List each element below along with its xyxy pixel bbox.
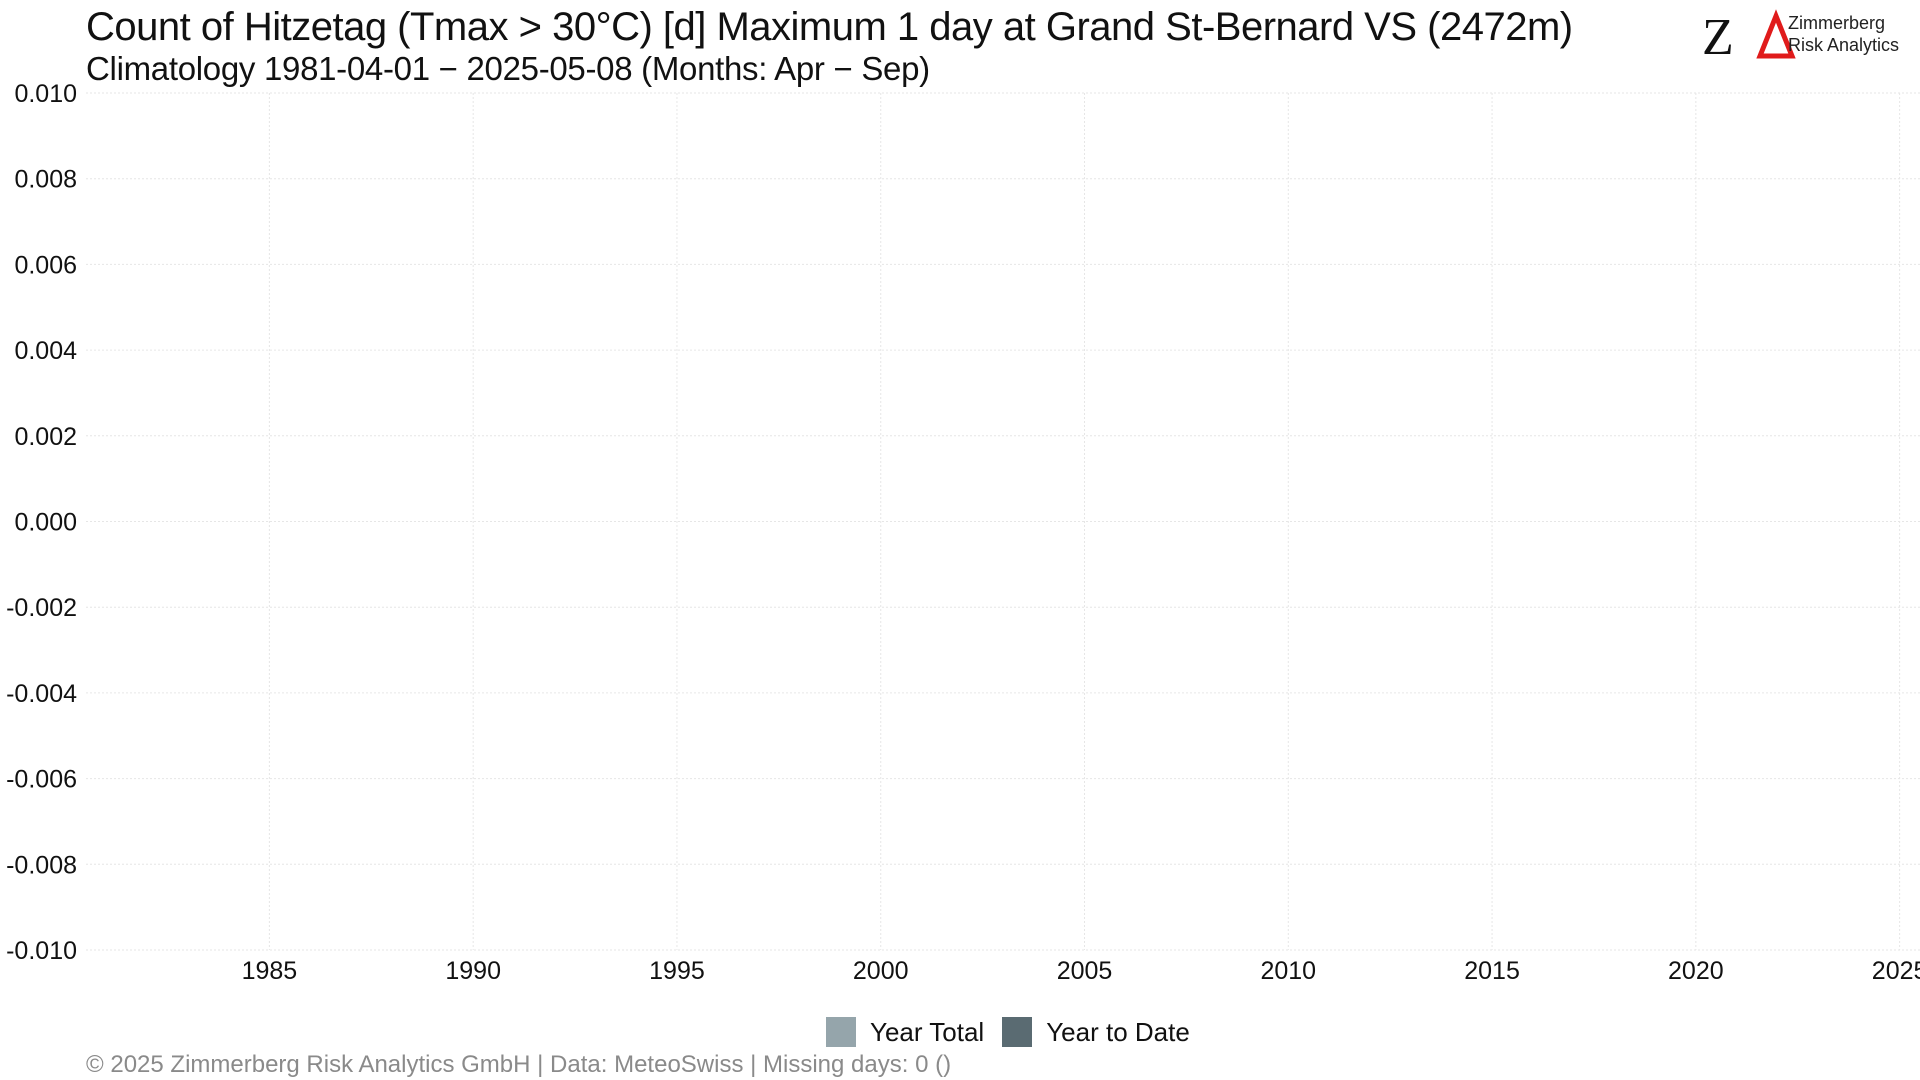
x-tick-label: 2010 [1260, 957, 1316, 985]
x-tick-label: 1990 [445, 957, 501, 985]
legend-label-year-to-date: Year to Date [1046, 1017, 1190, 1047]
legend-swatch-year-total [826, 1017, 856, 1047]
legend: Year Total Year to Date [826, 1016, 1208, 1048]
x-tick-label: 2020 [1668, 957, 1724, 985]
y-tick-label: 0.006 [14, 251, 77, 279]
y-tick-label: -0.004 [6, 680, 77, 708]
logo-line-2: Risk Analytics [1788, 35, 1900, 55]
y-tick-label: -0.008 [6, 851, 77, 879]
legend-label-year-total: Year Total [870, 1017, 985, 1047]
y-tick-label: 0.008 [14, 166, 77, 194]
logo-line-1: Zimmerberg [1788, 13, 1886, 33]
x-tick-label: 2005 [1057, 957, 1113, 985]
logo-text: Zimmerberg Risk Analytics [1788, 12, 1899, 56]
y-tick-label: 0.000 [14, 509, 77, 537]
y-tick-label: -0.010 [6, 937, 77, 965]
x-tick-label: 2000 [853, 957, 909, 985]
y-gridlines [86, 92, 1920, 951]
y-tick-labels: 0.010 0.008 0.006 0.004 0.002 0.000 -0.002 -0.0… [6, 80, 77, 965]
y-tick-label: 0.004 [14, 337, 77, 365]
footer-credit: © 2025 Zimmerberg Risk Analytics GmbH | … [86, 1051, 952, 1078]
legend-swatch-year-to-date [1002, 1017, 1033, 1047]
y-tick-label: -0.006 [6, 766, 77, 794]
x-tick-label: 2025 [1872, 957, 1920, 985]
logo-z-mark: Z [1702, 9, 1734, 62]
chart-plot-area: 0.010 0.008 0.006 0.004 0.002 0.000 -0.002 -0.0… [6, 80, 1920, 985]
chart-subtitle: Climatology 1981-04-01 − 2025-05-08 (Mon… [86, 50, 930, 87]
chart-title: Count of Hitzetag (Tmax > 30°C) [d] Maxi… [86, 5, 1573, 49]
legend-item-year-to-date: Year to Date [1002, 1016, 1190, 1048]
x-tick-labels: 1985 1990 1995 2000 2005 2010 2015 2020 2025 [242, 957, 1920, 985]
x-tick-label: 2015 [1464, 957, 1520, 985]
company-logo: Z [1702, 9, 1796, 62]
y-tick-label: 0.002 [14, 423, 77, 451]
logo-delta-mark [1756, 9, 1796, 59]
y-tick-label: 0.010 [14, 80, 77, 108]
x-tick-label: 1985 [242, 957, 298, 985]
legend-item-year-total: Year Total [826, 1016, 984, 1048]
y-tick-label: -0.002 [6, 594, 77, 622]
x-tick-label: 1995 [649, 957, 705, 985]
